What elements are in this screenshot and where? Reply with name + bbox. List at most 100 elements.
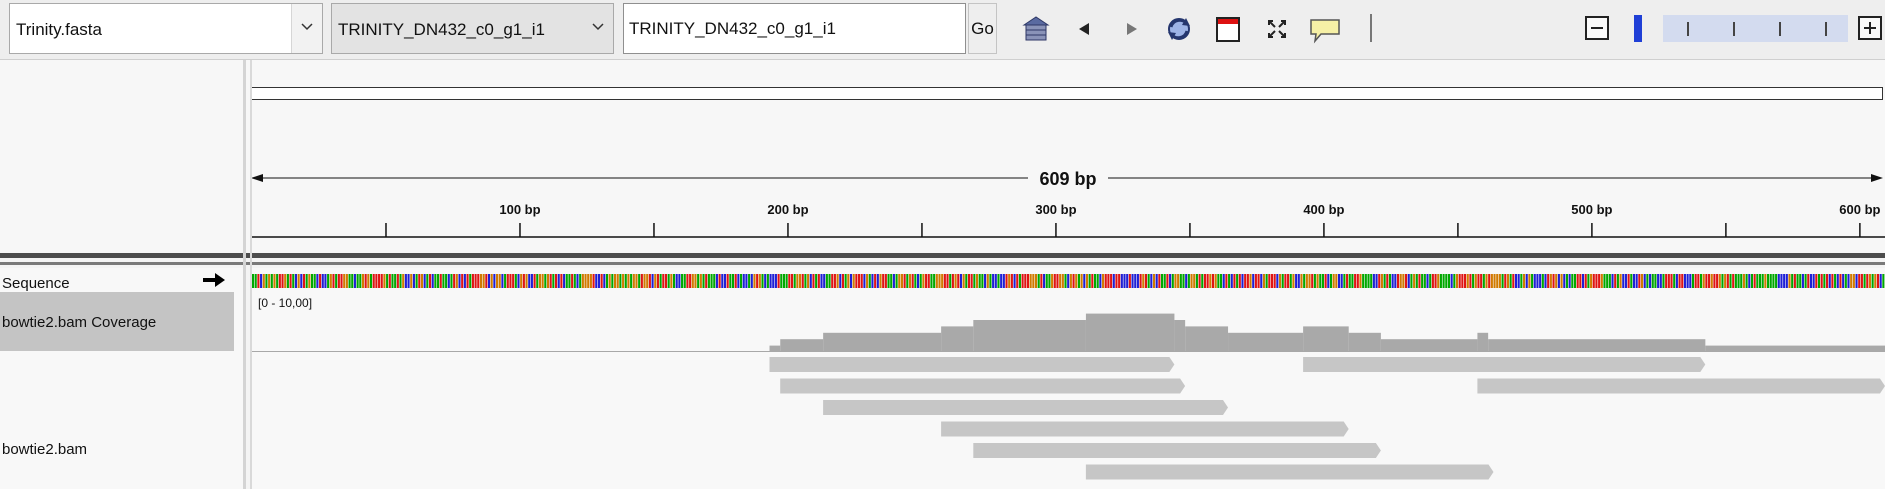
sequence-base[interactable] xyxy=(1034,274,1038,288)
sequence-base[interactable] xyxy=(683,274,686,288)
sequence-base[interactable] xyxy=(1380,274,1383,288)
sequence-base[interactable] xyxy=(1155,274,1158,288)
sequence-base[interactable] xyxy=(1842,274,1845,288)
sequence-base[interactable] xyxy=(1348,274,1351,288)
sequence-base[interactable] xyxy=(383,274,386,288)
sequence-base[interactable] xyxy=(522,274,525,288)
sequence-base[interactable] xyxy=(530,274,533,288)
sequence-base[interactable] xyxy=(906,274,909,288)
sequence-base[interactable] xyxy=(986,274,989,288)
sequence-base[interactable] xyxy=(855,274,858,288)
go-button[interactable]: Go xyxy=(968,3,997,54)
sequence-base[interactable] xyxy=(1276,274,1279,288)
sequence-base[interactable] xyxy=(1531,274,1534,288)
sequence-base[interactable] xyxy=(809,274,812,288)
sequence-base[interactable] xyxy=(469,274,472,288)
sequence-base[interactable] xyxy=(1809,274,1812,288)
sequence-base[interactable] xyxy=(1228,274,1231,288)
sequence-base[interactable] xyxy=(1354,274,1357,288)
sequence-base[interactable] xyxy=(876,274,879,288)
sequence-base[interactable] xyxy=(391,274,394,288)
sequence-base[interactable] xyxy=(1758,274,1762,288)
sequence-base[interactable] xyxy=(1260,274,1263,288)
sequence-base[interactable] xyxy=(1640,274,1644,288)
sequence-base[interactable] xyxy=(1493,274,1496,288)
sequence-base[interactable] xyxy=(1051,274,1054,288)
sequence-base[interactable] xyxy=(900,274,903,288)
sequence-base[interactable] xyxy=(1281,274,1284,288)
sequence-base[interactable] xyxy=(268,274,271,288)
sequence-base[interactable] xyxy=(1195,274,1198,288)
sequence-base[interactable] xyxy=(1335,274,1338,288)
sequence-base[interactable] xyxy=(1844,274,1847,288)
sequence-base[interactable] xyxy=(1689,274,1692,288)
sequence-base[interactable] xyxy=(544,274,547,288)
sequence-base[interactable] xyxy=(1517,274,1520,288)
alignment-track[interactable] xyxy=(252,352,1885,489)
sequence-base[interactable] xyxy=(565,274,568,288)
sequence-base[interactable] xyxy=(965,274,968,288)
sequence-base[interactable] xyxy=(769,274,772,288)
sequence-base[interactable] xyxy=(1182,274,1185,288)
sequence-base[interactable] xyxy=(654,274,657,288)
sequence-base[interactable] xyxy=(1179,274,1182,288)
sequence-base[interactable] xyxy=(286,274,289,288)
sequence-base[interactable] xyxy=(1123,274,1126,288)
sequence-base[interactable] xyxy=(270,274,273,288)
sequence-base[interactable] xyxy=(1421,274,1424,288)
sequence-base[interactable] xyxy=(1622,274,1625,288)
sequence-base[interactable] xyxy=(458,274,461,288)
sequence-base[interactable] xyxy=(1174,274,1177,288)
sequence-base[interactable] xyxy=(715,274,718,288)
zoom-tick[interactable] xyxy=(1733,22,1735,36)
sequence-base[interactable] xyxy=(1187,274,1190,288)
aligned-read[interactable] xyxy=(823,400,1228,415)
sequence-base[interactable] xyxy=(1120,274,1123,288)
sequence-base[interactable] xyxy=(434,274,437,288)
sequence-base[interactable] xyxy=(1085,274,1089,288)
sequence-base[interactable] xyxy=(410,274,413,288)
sequence-base[interactable] xyxy=(1431,274,1434,288)
zoom-tick[interactable] xyxy=(1825,22,1827,36)
sequence-base[interactable] xyxy=(1391,274,1394,288)
sequence-base[interactable] xyxy=(1705,274,1708,288)
sequence-base[interactable] xyxy=(1533,274,1536,288)
sequence-base[interactable] xyxy=(292,274,295,288)
sequence-base[interactable] xyxy=(691,274,694,288)
sequence-base[interactable] xyxy=(737,274,740,288)
sequence-base[interactable] xyxy=(426,274,429,288)
sequence-base[interactable] xyxy=(640,274,643,288)
sequence-base[interactable] xyxy=(1464,274,1467,288)
sequence-base[interactable] xyxy=(908,274,912,288)
sequence-base[interactable] xyxy=(1147,274,1150,288)
sequence-base[interactable] xyxy=(396,274,399,288)
sequence-base[interactable] xyxy=(935,274,938,288)
sequence-base[interactable] xyxy=(254,274,257,288)
sequence-base[interactable] xyxy=(686,274,689,288)
sequence-base[interactable] xyxy=(520,274,523,288)
sequence-base[interactable] xyxy=(1426,274,1429,288)
sequence-base[interactable] xyxy=(723,274,727,288)
sequence-base[interactable] xyxy=(560,274,563,288)
sequence-base[interactable] xyxy=(1429,274,1432,288)
sequence-base[interactable] xyxy=(1295,274,1298,288)
sequence-base[interactable] xyxy=(997,274,1000,288)
sequence-base[interactable] xyxy=(361,274,365,288)
sequence-base[interactable] xyxy=(496,274,499,288)
sequence-base[interactable] xyxy=(372,274,375,288)
sequence-base[interactable] xyxy=(367,274,370,288)
sequence-base[interactable] xyxy=(681,274,684,288)
sequence-base[interactable] xyxy=(689,274,692,288)
sequence-base[interactable] xyxy=(1753,274,1756,288)
sequence-base[interactable] xyxy=(1211,274,1215,288)
sequence-base[interactable] xyxy=(1056,274,1059,288)
sequence-base[interactable] xyxy=(957,274,960,288)
sequence-base[interactable] xyxy=(1635,274,1638,288)
sequence-base[interactable] xyxy=(546,274,550,288)
sequence-base[interactable] xyxy=(1555,274,1558,288)
sequence-base[interactable] xyxy=(490,274,493,288)
sequence-base[interactable] xyxy=(1501,274,1504,288)
sequence-base[interactable] xyxy=(1820,274,1823,288)
sequence-base[interactable] xyxy=(1788,274,1791,288)
sequence-base[interactable] xyxy=(630,274,633,288)
